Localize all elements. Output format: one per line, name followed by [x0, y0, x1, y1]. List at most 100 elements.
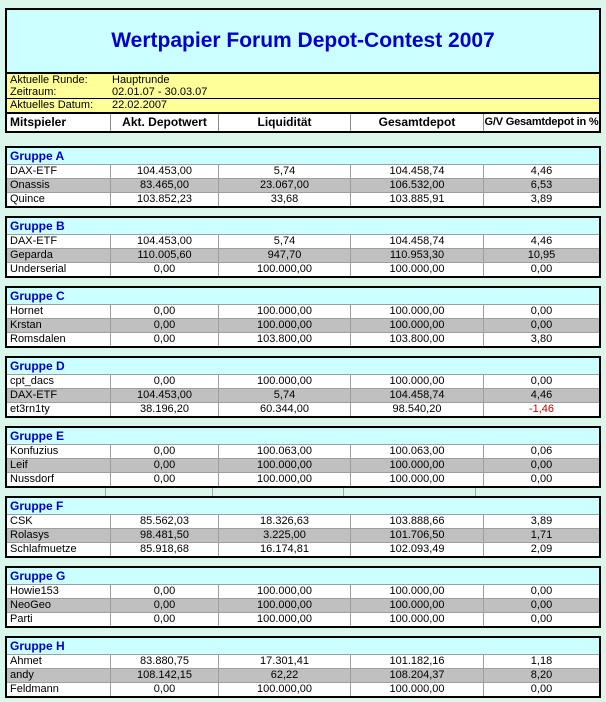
cell-gesamtdepot: 100.000,00 [350, 263, 483, 276]
group-gap [5, 208, 601, 216]
info-label-zeitraum: Zeitraum: [10, 86, 57, 98]
cell-player: et3rn1ty [10, 403, 50, 415]
cell-gv: 3,89 [483, 515, 599, 528]
table-row: cpt_dacs 0,00 100.000,00 100.000,00 0,00 [7, 374, 599, 388]
cell-gv: 1,18 [483, 655, 599, 668]
cell-liquiditaet: 100.063,00 [218, 445, 350, 458]
group-block: Gruppe B DAX-ETF 104.453,00 5,74 104.458… [5, 216, 601, 278]
cell-player: DAX-ETF [10, 165, 58, 177]
cell-gesamtdepot: 106.532,00 [350, 179, 483, 192]
group-header: Gruppe A [7, 148, 599, 164]
cell-gv: 0,00 [483, 375, 599, 388]
cell-player: DAX-ETF [10, 235, 58, 247]
group-header: Gruppe G [7, 568, 599, 584]
cell-liquiditaet: 5,74 [218, 389, 350, 402]
group-gap [5, 488, 601, 496]
cell-gv: 3,80 [483, 333, 599, 346]
cell-liquiditaet: 62,22 [218, 669, 350, 682]
cell-gesamtdepot: 100.000,00 [350, 585, 483, 598]
cell-liquiditaet: 100.000,00 [218, 683, 350, 696]
group-name: Gruppe E [10, 429, 65, 443]
group-name: Gruppe B [10, 219, 65, 233]
table-row: DAX-ETF 104.453,00 5,74 104.458,74 4,46 [7, 164, 599, 178]
cell-gesamtdepot: 101.706,50 [350, 529, 483, 542]
cell-liquiditaet: 18.326,63 [218, 515, 350, 528]
group-name: Gruppe G [10, 569, 66, 583]
cell-depotwert: 0,00 [110, 319, 218, 332]
table-row: Underserial 0,00 100.000,00 100.000,00 0… [7, 262, 599, 276]
cell-depotwert: 104.453,00 [110, 389, 218, 402]
group-name: Gruppe D [10, 359, 65, 373]
cell-gesamtdepot: 100.000,00 [350, 599, 483, 612]
cell-gv: -1,46 [483, 403, 599, 416]
info-row-zeitraum: Zeitraum: 02.01.07 - 30.03.07 [7, 86, 599, 98]
cell-gv: 6,53 [483, 179, 599, 192]
cell-gesamtdepot: 100.000,00 [350, 375, 483, 388]
cell-player: Feldmann [10, 683, 59, 695]
cell-liquiditaet: 103.800,00 [218, 333, 350, 346]
table-row: Krstan 0,00 100.000,00 100.000,00 0,00 [7, 318, 599, 332]
column-header-row: Mitspieler Akt. Depotwert Liquidität Ges… [5, 114, 601, 133]
cell-player: Rolasys [10, 529, 50, 541]
cell-player: Romsdalen [10, 333, 66, 345]
cell-player: Konfuzius [10, 445, 59, 457]
cell-gesamtdepot: 100.000,00 [350, 319, 483, 332]
table-row: Onassis 83.465,00 23.067,00 106.532,00 6… [7, 178, 599, 192]
group-gap [5, 278, 601, 286]
cell-gesamtdepot: 104.458,74 [350, 165, 483, 178]
group-block: Gruppe A DAX-ETF 104.453,00 5,74 104.458… [5, 146, 601, 208]
group-block: Gruppe D cpt_dacs 0,00 100.000,00 100.00… [5, 356, 601, 418]
cell-gesamtdepot: 100.063,00 [350, 445, 483, 458]
column-header-mitspieler: Mitspieler [10, 115, 67, 129]
cell-player: cpt_dacs [10, 375, 55, 387]
cell-player: Howie153 [10, 585, 59, 597]
cell-gv: 4,46 [483, 165, 599, 178]
info-label-runde: Aktuelle Runde: [10, 74, 88, 86]
cell-liquiditaet: 100.000,00 [218, 473, 350, 486]
cell-liquiditaet: 100.000,00 [218, 613, 350, 626]
column-header-gv: G/V Gesamtdepot in % [483, 114, 599, 131]
cell-gv: 10,95 [483, 249, 599, 262]
cell-depotwert: 38.196,20 [110, 403, 218, 416]
table-row: Konfuzius 0,00 100.063,00 100.063,00 0,0… [7, 444, 599, 458]
cell-liquiditaet: 23.067,00 [218, 179, 350, 192]
cell-gesamtdepot: 100.000,00 [350, 473, 483, 486]
cell-gesamtdepot: 103.885,91 [350, 193, 483, 206]
cell-depotwert: 0,00 [110, 445, 218, 458]
group-gap [5, 133, 601, 146]
table-row: Parti 0,00 100.000,00 100.000,00 0,00 [7, 612, 599, 626]
cell-gesamtdepot: 104.458,74 [350, 389, 483, 402]
table-row: Schlafmuetze 85.918,68 16.174,81 102.093… [7, 542, 599, 556]
cell-liquiditaet: 60.344,00 [218, 403, 350, 416]
cell-player: Ahmet [10, 655, 42, 667]
cell-player: Underserial [10, 263, 67, 275]
cell-liquiditaet: 5,74 [218, 165, 350, 178]
group-name: Gruppe H [10, 639, 65, 653]
group-block: Gruppe C Hornet 0,00 100.000,00 100.000,… [5, 286, 601, 348]
table-row: DAX-ETF 104.453,00 5,74 104.458,74 4,46 [7, 234, 599, 248]
cell-liquiditaet: 16.174,81 [218, 543, 350, 556]
cell-player: Geparda [10, 249, 53, 261]
cell-liquiditaet: 947,70 [218, 249, 350, 262]
info-value-runde: Hauptrunde [112, 74, 170, 86]
cell-player: Hornet [10, 305, 44, 317]
group-header: Gruppe F [7, 498, 599, 514]
table-row: Nussdorf 0,00 100.000,00 100.000,00 0,00 [7, 472, 599, 486]
group-gap [5, 348, 601, 356]
table-row: Ahmet 83.880,75 17.301,41 101.182,16 1,1… [7, 654, 599, 668]
group-block: Gruppe E Konfuzius 0,00 100.063,00 100.0… [5, 426, 601, 488]
group-name: Gruppe C [10, 289, 65, 303]
cell-gv: 0,00 [483, 585, 599, 598]
column-header-gesamtdepot: Gesamtdepot [350, 114, 483, 131]
group-name: Gruppe F [10, 499, 64, 513]
cell-depotwert: 0,00 [110, 333, 218, 346]
cell-gv: 0,00 [483, 613, 599, 626]
cell-player: CSK [10, 515, 33, 527]
table-row: Rolasys 98.481,50 3.225,00 101.706,50 1,… [7, 528, 599, 542]
cell-gv: 0,00 [483, 319, 599, 332]
cell-liquiditaet: 100.000,00 [218, 263, 350, 276]
table-row: NeoGeo 0,00 100.000,00 100.000,00 0,00 [7, 598, 599, 612]
cell-depotwert: 0,00 [110, 263, 218, 276]
cell-gv: 0,06 [483, 445, 599, 458]
